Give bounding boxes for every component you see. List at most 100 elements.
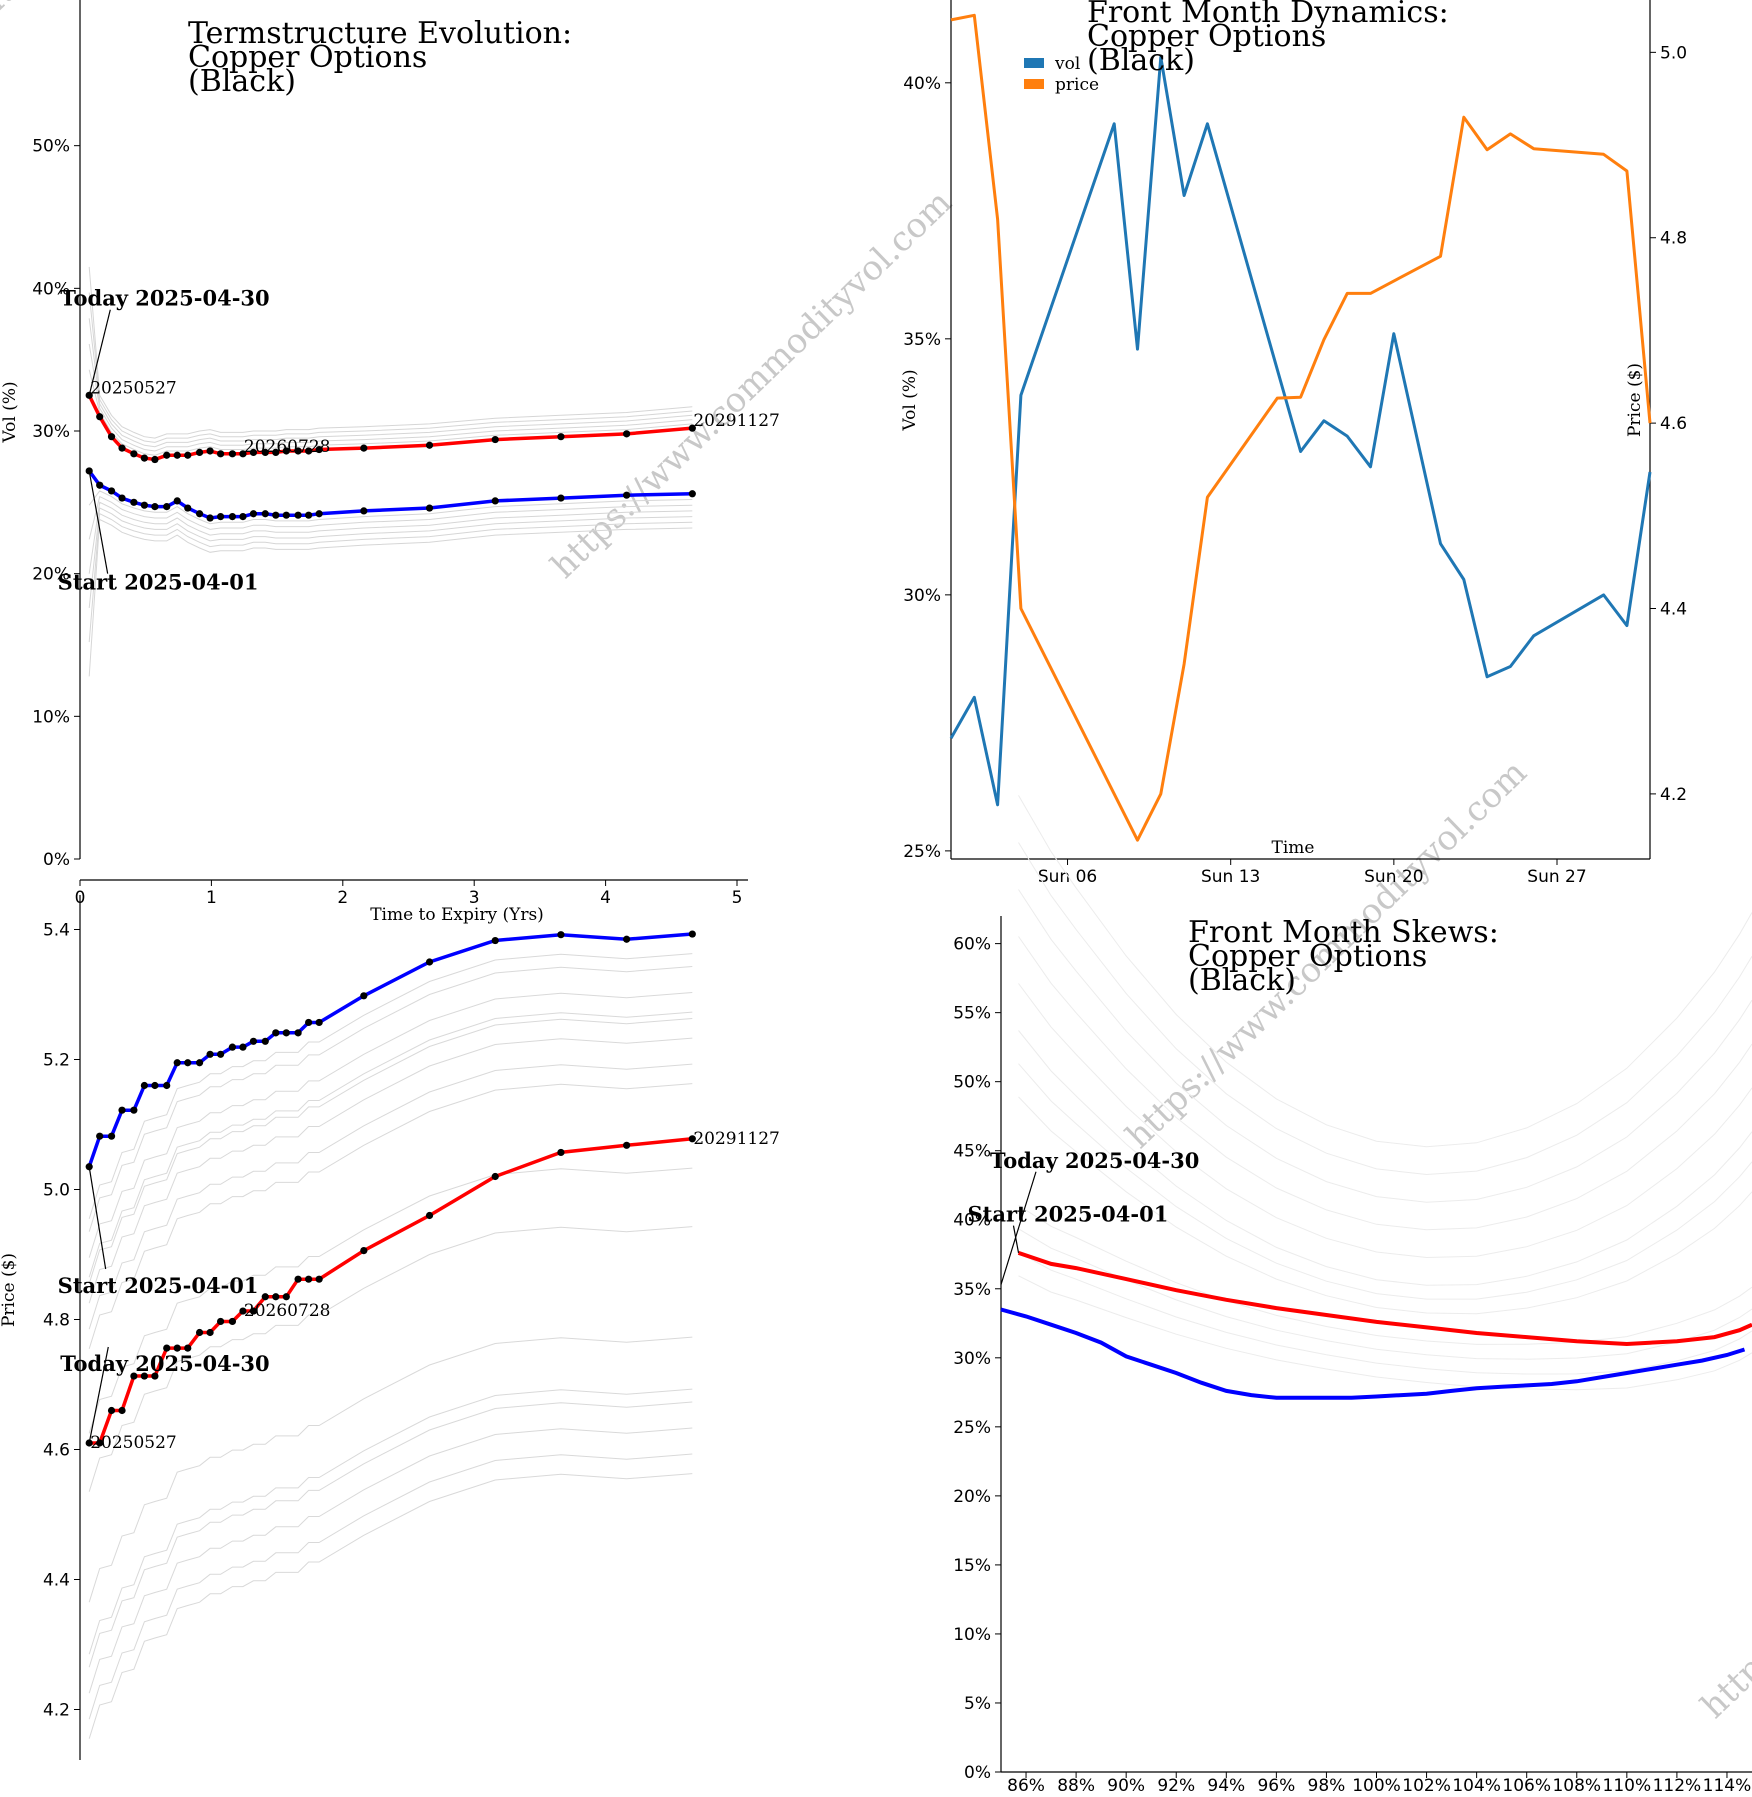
data-point <box>239 513 246 520</box>
x-tick-label: Sun 27 <box>1527 867 1586 887</box>
data-point <box>174 452 181 459</box>
data-point <box>295 1029 302 1036</box>
y-tick-label: 5.0 <box>43 1181 70 1201</box>
x-tick-label: 88% <box>1057 1776 1095 1792</box>
historical-skew <box>1019 1229 1752 1359</box>
data-point <box>426 958 433 965</box>
axes: 0%5%10%15%20%25%30%35%40%45%50%55%60%86%… <box>953 916 1752 1792</box>
x-tick-label: 104% <box>1452 1776 1501 1792</box>
data-point <box>262 1293 269 1300</box>
y-tick-right-label: 4.4 <box>1660 600 1687 620</box>
data-point <box>217 513 224 520</box>
y-tick-label: 30% <box>903 586 941 606</box>
historical-curve <box>89 1168 692 1433</box>
data-point <box>118 1107 125 1114</box>
data-point <box>557 433 564 440</box>
x-axis-label: Time to Expiry (Yrs) <box>370 905 544 925</box>
data-point <box>229 513 236 520</box>
data-point <box>151 456 158 463</box>
y-tick-label: 45% <box>953 1142 991 1162</box>
x-axis-label: Time <box>1272 838 1315 858</box>
y-tick-label: 5% <box>964 1694 991 1714</box>
data-point <box>163 503 170 510</box>
historical-curve <box>89 318 692 446</box>
historical-curve <box>89 1474 692 1739</box>
chart-title-line: (Black) <box>188 64 296 99</box>
today-skew <box>1019 1253 1752 1344</box>
y-tick-label: 25% <box>903 842 941 862</box>
x-tick-label: 108% <box>1552 1776 1601 1792</box>
y-tick-label: 55% <box>953 1004 991 1024</box>
y-tick-label: 4.8 <box>43 1311 70 1331</box>
data-point <box>163 1082 170 1089</box>
data-point <box>206 1051 213 1058</box>
data-point <box>206 447 213 454</box>
x-tick-label: 2 <box>337 888 348 908</box>
data-point <box>305 512 312 519</box>
data-point <box>141 455 148 462</box>
data-point <box>492 937 499 944</box>
data-point <box>689 490 696 497</box>
data-point <box>196 1329 203 1336</box>
data-point <box>283 1029 290 1036</box>
data-point <box>262 1038 269 1045</box>
y-tick-label: 20% <box>953 1487 991 1507</box>
x-tick-label: Sun 06 <box>1038 867 1097 887</box>
x-tick-label: 102% <box>1402 1776 1451 1792</box>
x-tick-label: 100% <box>1352 1776 1401 1792</box>
data-point <box>141 1082 148 1089</box>
data-point <box>262 510 269 517</box>
front-month-skews-chart: 0%5%10%15%20%25%30%35%40%45%50%55%60%86%… <box>953 795 1752 1792</box>
data-point <box>283 512 290 519</box>
watermark: https://www.commodityvol.com https://www… <box>0 0 1752 1726</box>
data-point <box>557 1149 564 1156</box>
series <box>951 15 1650 840</box>
data-point <box>623 492 630 499</box>
expiry-label: 20250527 <box>90 1433 177 1453</box>
y-tick-label: 60% <box>953 935 991 955</box>
data-point <box>492 497 499 504</box>
data-point <box>217 1051 224 1058</box>
x-tick-label: Sun 20 <box>1364 867 1423 887</box>
data-point <box>272 1029 279 1036</box>
chart-title-line: (Black) <box>1087 43 1195 78</box>
data-point <box>360 992 367 999</box>
data-point <box>426 504 433 511</box>
data-point <box>196 510 203 517</box>
y-tick-right-label: 4.8 <box>1660 229 1687 249</box>
data-point <box>196 1059 203 1066</box>
data-point <box>272 512 279 519</box>
historical-curves <box>89 267 692 677</box>
historical-curve <box>89 1454 692 1719</box>
y-tick-label: 35% <box>953 1280 991 1300</box>
y-tick-label: 30% <box>32 422 70 442</box>
data-point <box>217 450 224 457</box>
historical-curve <box>89 1402 692 1667</box>
data-point <box>108 1407 115 1414</box>
y-tick-label: 5.4 <box>43 921 70 941</box>
data-point <box>557 494 564 501</box>
data-point <box>184 1059 191 1066</box>
y-tick-label: 4.2 <box>43 1701 70 1721</box>
data-point <box>96 413 103 420</box>
annotation-arrow <box>1001 1172 1036 1285</box>
data-point <box>689 930 696 937</box>
legend-swatch-vol <box>1024 58 1044 68</box>
y-tick-label: 0% <box>43 850 70 870</box>
x-tick-label: 4 <box>600 888 611 908</box>
data-point <box>96 1133 103 1140</box>
data-point <box>492 436 499 443</box>
expiry-label: 20250527 <box>90 378 177 398</box>
data-point <box>229 450 236 457</box>
expiry-label: 20291127 <box>693 411 780 431</box>
x-tick-label: 110% <box>1603 1776 1652 1792</box>
data-point <box>196 449 203 456</box>
x-tick-label: 5 <box>732 888 743 908</box>
y-axis-label: Price ($) <box>0 1253 19 1327</box>
annotation-label: Today 2025-04-30 <box>60 286 269 311</box>
data-point <box>118 494 125 501</box>
data-point <box>184 452 191 459</box>
